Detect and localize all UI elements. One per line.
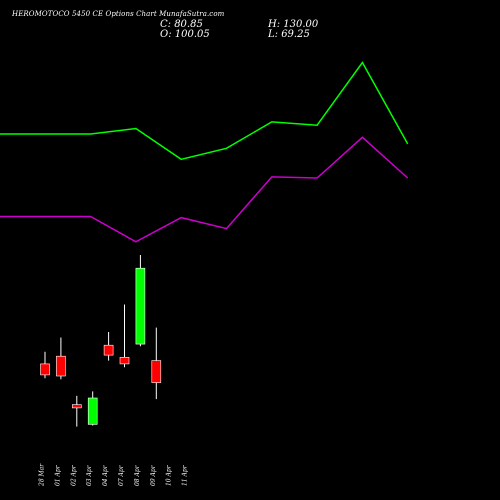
x-tick-label: 09 Apr	[150, 464, 157, 486]
candle	[72, 395, 82, 427]
low-value: L: 69.25	[268, 29, 310, 40]
candle	[87, 391, 98, 426]
candle	[40, 351, 50, 379]
candle	[135, 255, 146, 347]
x-tick-label: 01 Apr	[54, 464, 61, 486]
lower-band-line	[0, 136, 409, 243]
candle	[56, 337, 66, 380]
candles	[40, 255, 162, 427]
x-tick-label: 03 Apr	[86, 464, 93, 486]
candle-body	[135, 267, 146, 345]
candle-body	[72, 404, 82, 409]
candle-body	[56, 355, 66, 377]
candle	[103, 332, 114, 361]
candle-body	[40, 363, 50, 376]
open-value: O: 100.05	[160, 29, 210, 40]
x-tick-label: 02 Apr	[70, 464, 77, 486]
x-tick-label: 04 Apr	[102, 464, 109, 486]
x-tick-label: 08 Apr	[134, 464, 141, 486]
x-axis-ticks: 28 Mar 01 Apr 02 Apr 03 Apr 04 Apr 07 Apr 08 A…	[39, 463, 189, 487]
candle	[151, 327, 162, 400]
upper-band-line	[0, 61, 409, 161]
candle-body	[87, 397, 98, 425]
close-value: C: 80.85	[160, 19, 203, 30]
candle	[119, 304, 130, 368]
candle-body	[151, 360, 162, 383]
candle-body	[119, 356, 130, 365]
overlay-lines	[0, 61, 409, 243]
candle-body	[103, 344, 114, 356]
x-tick-label: 10 Apr	[166, 464, 173, 486]
high-value: H: 130.00	[268, 19, 319, 30]
x-tick-label: 28 Mar	[39, 463, 46, 487]
x-tick-label: 07 Apr	[118, 464, 125, 486]
x-tick-label: 11 Apr	[182, 464, 189, 486]
chart-title: HEROMOTOCO 5450 CE Options Chart MunafaS…	[12, 10, 225, 18]
